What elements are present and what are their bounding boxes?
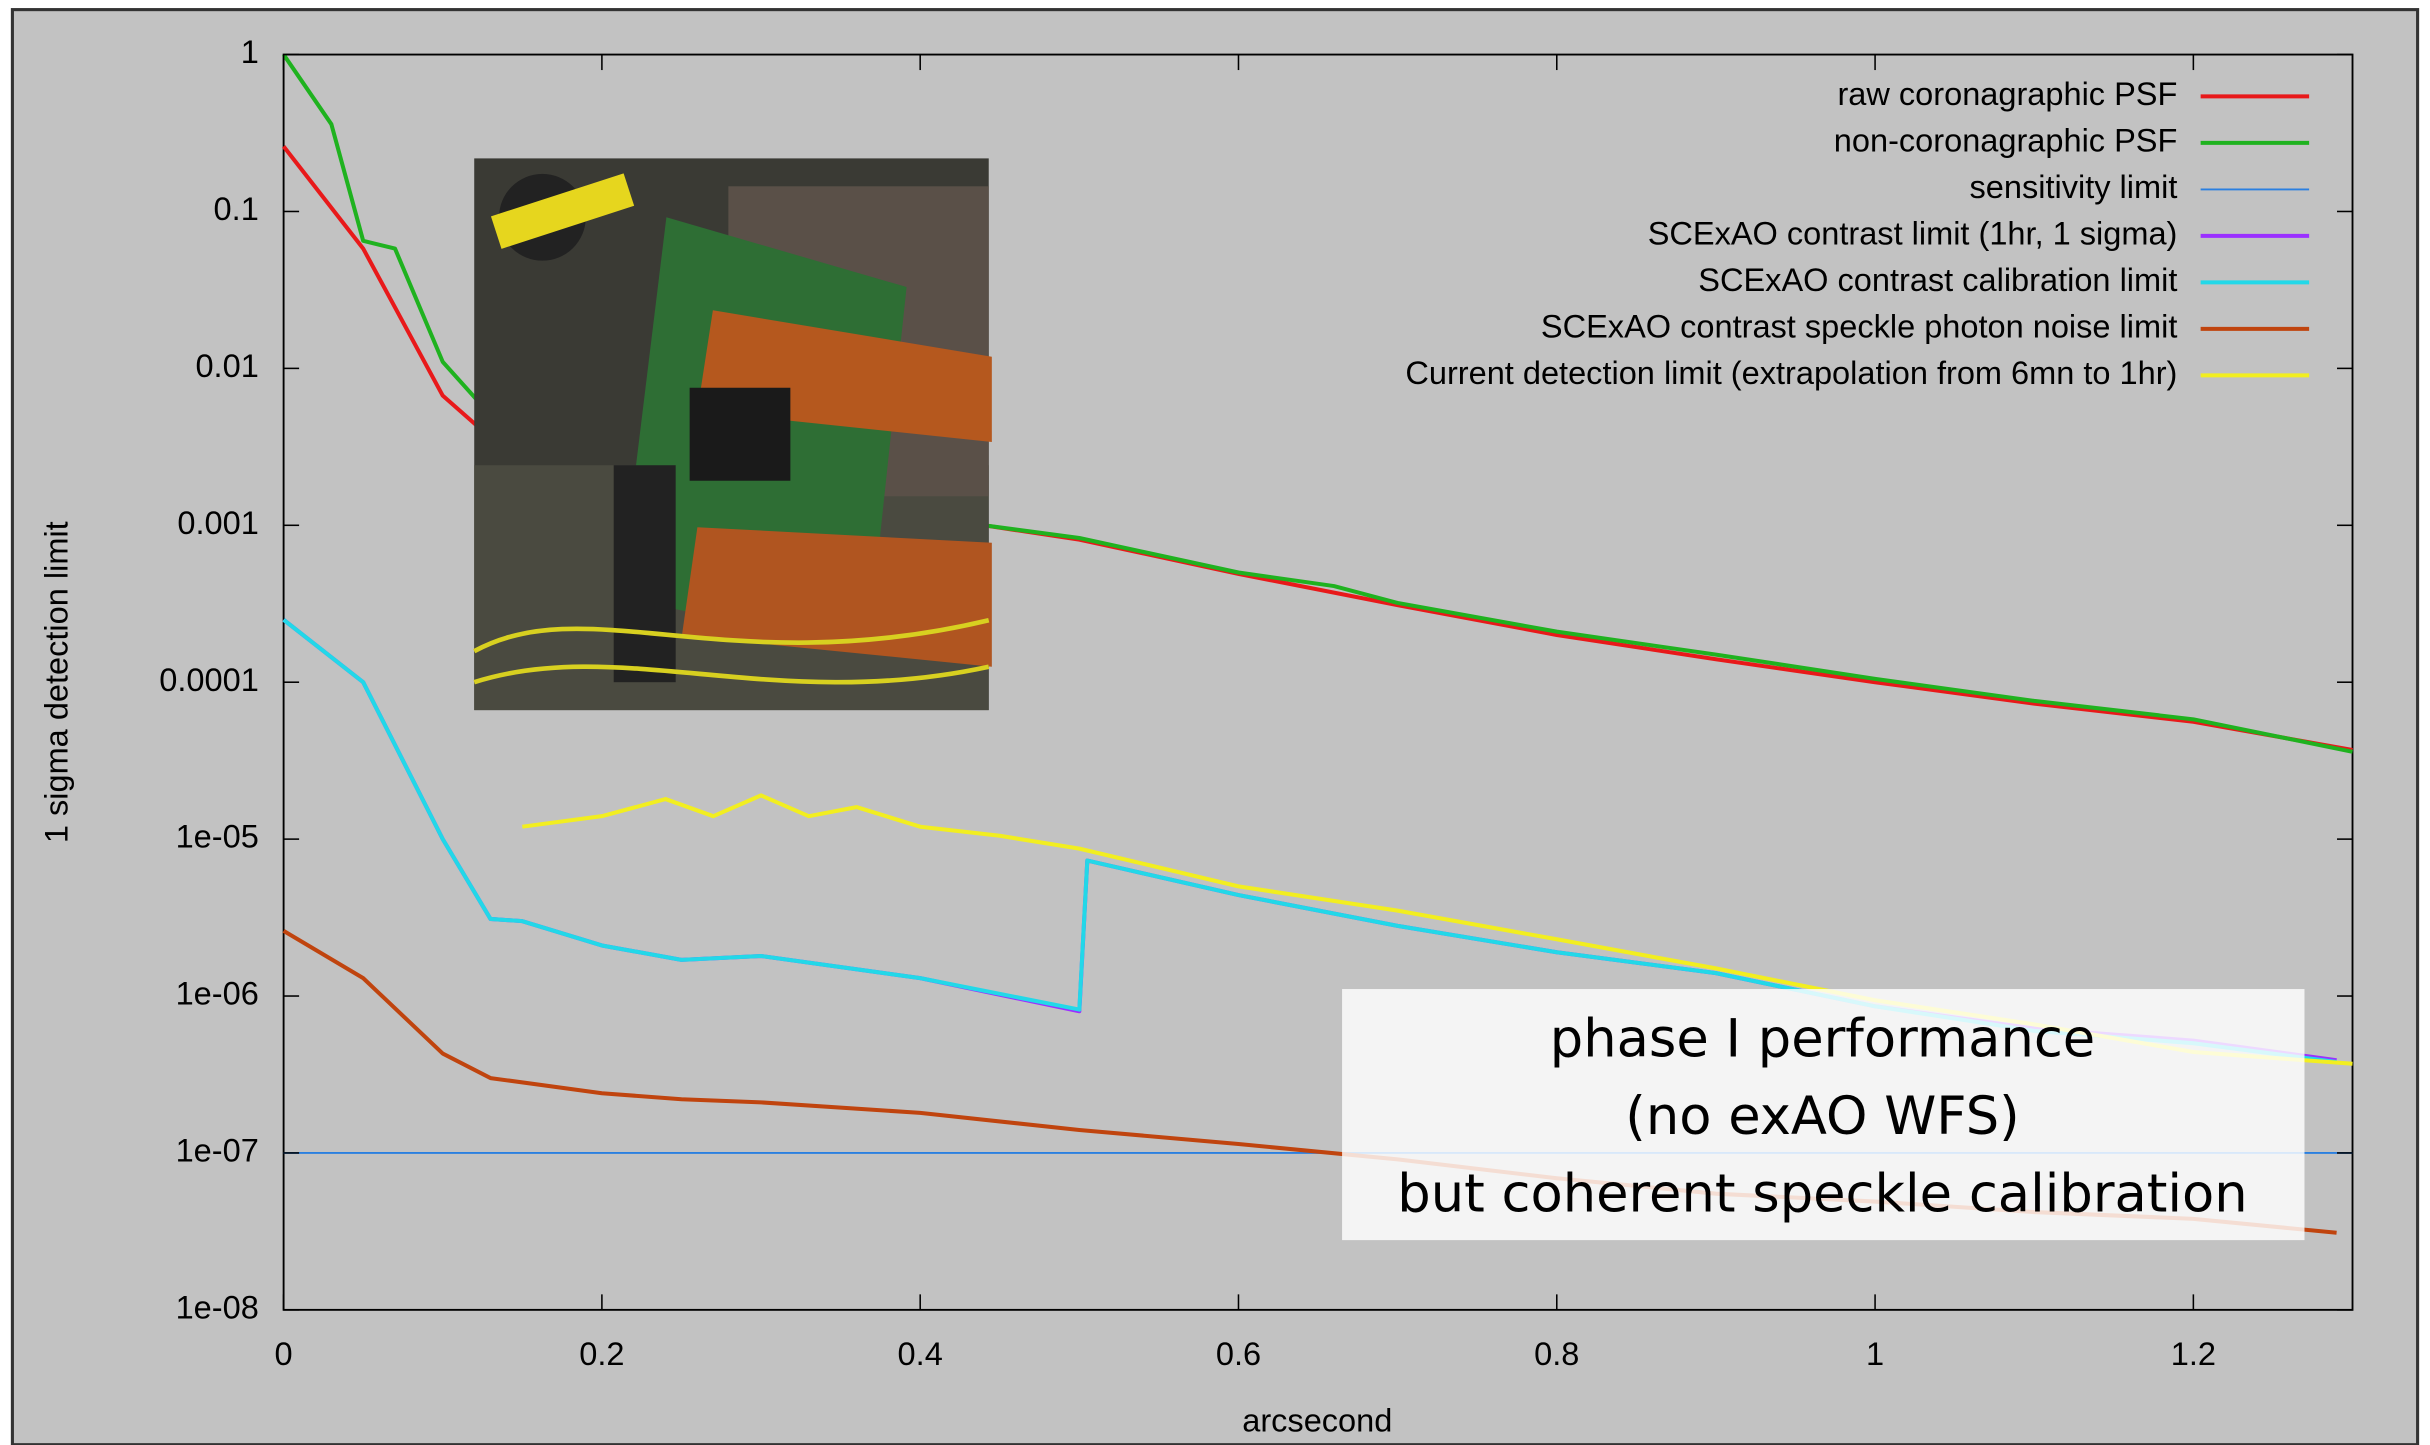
photo-sensor: [690, 388, 791, 481]
y-tick-label: 1e-06: [176, 976, 259, 1012]
x-tick-label: 0.8: [1534, 1336, 1579, 1372]
inset-photo: [474, 158, 992, 710]
y-tick-label: 1e-05: [176, 819, 259, 855]
page: {"chart_data": { "type": "line", "x_labe…: [0, 0, 2430, 1445]
legend-label: SCExAO contrast speckle photon noise lim…: [1541, 308, 2177, 344]
annotation-line: but coherent speckle calibration: [1397, 1163, 2247, 1224]
legend-label: Current detection limit (extrapolation f…: [1405, 355, 2177, 391]
annotation-line: phase I performance: [1550, 1008, 2095, 1069]
x-axis-label: arcsecond: [1242, 1403, 1392, 1439]
photo-camera: [614, 465, 676, 682]
y-tick-label: 0.0001: [159, 662, 259, 698]
annotation-line: (no exAO WFS): [1625, 1086, 2019, 1147]
legend-label: SCExAO contrast calibration limit: [1698, 262, 2177, 298]
y-tick-label: 0.1: [214, 191, 259, 227]
legend-label: non-coronagraphic PSF: [1834, 122, 2178, 158]
legend-label: sensitivity limit: [1970, 169, 2178, 205]
y-tick-label: 0.001: [177, 505, 258, 541]
x-tick-label: 0: [275, 1336, 293, 1372]
y-tick-label: 1e-07: [176, 1133, 259, 1169]
legend-label: raw coronagraphic PSF: [1837, 76, 2177, 112]
annotation-box: phase I performance (no exAO WFS) but co…: [1342, 989, 2304, 1240]
x-tick-label: 0.6: [1216, 1336, 1261, 1372]
y-tick-label: 1e-08: [176, 1289, 259, 1325]
x-tick-label: 1.2: [2171, 1336, 2216, 1372]
x-tick-label: 0.2: [579, 1336, 624, 1372]
x-tick-label: 0.4: [898, 1336, 943, 1372]
y-tick-label: 1: [241, 34, 259, 70]
legend-label: SCExAO contrast limit (1hr, 1 sigma): [1648, 215, 2178, 251]
y-tick-label: 0.01: [195, 348, 258, 384]
x-tick-label: 1: [1866, 1336, 1884, 1372]
chart: phase I performance (no exAO WFS) but co…: [0, 0, 2430, 1445]
y-axis-label: 1 sigma detection limit: [38, 521, 74, 843]
